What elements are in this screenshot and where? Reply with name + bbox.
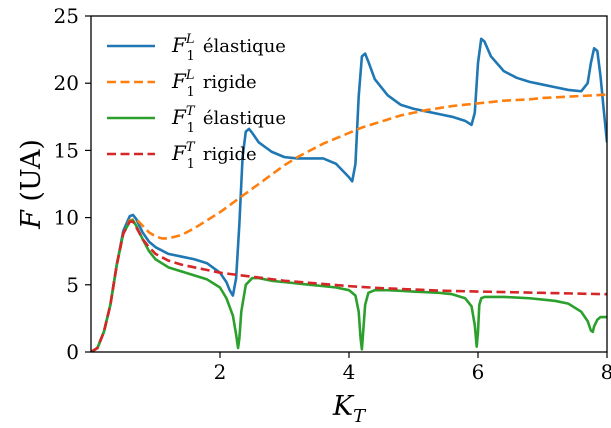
legend-label: FT 1 élastique <box>171 104 286 136</box>
y-tick-label: 0 <box>66 340 79 364</box>
series-line-3 <box>91 218 607 352</box>
series-group <box>91 37 607 352</box>
y-tick-label: 5 <box>66 273 79 297</box>
plot-area <box>91 16 607 352</box>
legend-label: FL 1 élastique <box>171 32 286 64</box>
legend-label: FT 1 rigide <box>171 140 257 172</box>
y-tick-label: 25 <box>54 4 79 28</box>
series-line-4 <box>91 220 607 352</box>
x-tick-label: 4 <box>343 360 356 384</box>
x-tick-label: 8 <box>601 360 611 384</box>
legend-item-4: FT 1 rigide <box>107 140 257 172</box>
y-ticks: 0 5 10 15 20 25 <box>54 4 91 364</box>
legend-item-2: FL 1 rigide <box>107 68 257 100</box>
legend: FL 1 élastique FL 1 rigide FT 1 élastique FT 1 rigi… <box>107 32 286 172</box>
x-tick-label: 2 <box>214 360 227 384</box>
legend-item-1: FL 1 élastique <box>107 32 286 64</box>
x-axis-title: KT <box>332 391 367 427</box>
y-axis-title: F (UA) <box>16 139 47 230</box>
y-tick-label: 15 <box>54 138 79 162</box>
series-line-1 <box>91 37 607 352</box>
x-ticks: 2 4 6 8 <box>214 352 611 384</box>
y-tick-label: 20 <box>54 71 79 95</box>
legend-item-3: FT 1 élastique <box>107 104 286 136</box>
x-tick-label: 6 <box>472 360 485 384</box>
series-line-2 <box>91 93 607 352</box>
legend-label: FL 1 rigide <box>171 68 257 100</box>
y-tick-label: 10 <box>54 206 79 230</box>
